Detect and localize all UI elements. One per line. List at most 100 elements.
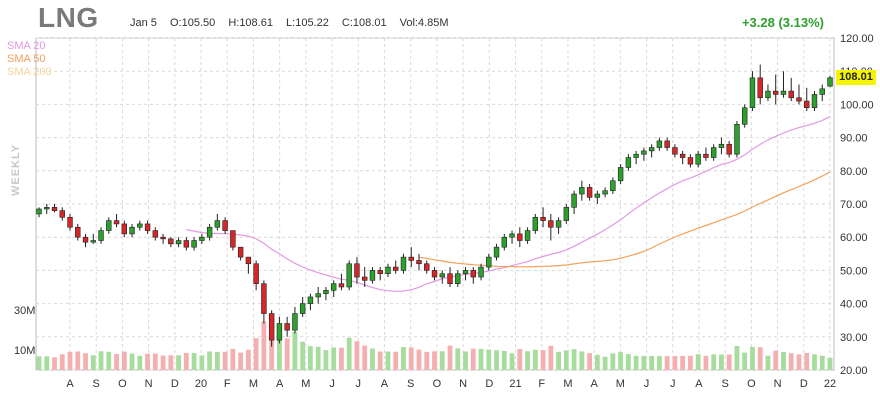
candle-body <box>237 246 244 258</box>
x-tick-label: S <box>407 378 414 390</box>
volume-bar <box>168 355 174 370</box>
candle-body <box>292 313 298 331</box>
candle-body <box>679 153 686 158</box>
volume-bar <box>486 349 492 370</box>
legend-sma50: SMA 50 <box>7 53 46 65</box>
volume-bar <box>36 356 42 370</box>
x-tick-label: O <box>118 378 127 390</box>
volume-bar <box>664 356 670 370</box>
volume-bar <box>594 354 600 370</box>
x-tick-label: D <box>485 378 493 390</box>
volume-bar <box>222 351 228 370</box>
x-tick-label: A <box>276 378 284 390</box>
volume-bar <box>703 355 709 370</box>
x-tick-label: S <box>93 378 100 390</box>
volume-bar <box>633 355 639 370</box>
x-tick-label: 20 <box>195 378 207 390</box>
candle-body <box>222 220 228 231</box>
volume-bar <box>804 352 810 370</box>
sma50-line <box>418 171 831 268</box>
candle-body <box>98 230 104 241</box>
volume-bar <box>214 351 220 370</box>
volume-bar <box>408 347 414 370</box>
candle-body <box>773 90 779 95</box>
volume-bar <box>137 355 143 370</box>
last-price-tag: 108.01 <box>836 70 876 85</box>
candle-body <box>486 256 492 268</box>
volume-bar <box>509 353 515 370</box>
low-value: L:105.22 <box>286 17 329 29</box>
candle-body <box>594 193 601 198</box>
candle-body <box>749 77 756 109</box>
candle-body <box>393 266 399 271</box>
candle-body <box>757 77 763 99</box>
volume-bar <box>385 351 391 370</box>
candle-body <box>718 143 725 148</box>
volume-tick-10m: 10M <box>14 345 36 357</box>
volume-bar <box>308 346 313 370</box>
open-value: O:105.50 <box>169 17 216 29</box>
volume-bar <box>284 338 290 370</box>
candle-body <box>571 193 577 208</box>
candle-body <box>478 266 484 278</box>
x-tick-label: O <box>747 378 756 390</box>
timeframe-label: WEEKLY <box>10 143 22 196</box>
candle-body <box>152 230 159 238</box>
candle-body <box>191 240 197 248</box>
candle-body <box>408 256 414 261</box>
volume-bar <box>261 321 267 370</box>
candle-body <box>354 263 360 278</box>
volume-bar <box>59 354 65 370</box>
candle-body <box>555 220 562 228</box>
x-tick-label: 21 <box>509 378 521 390</box>
candle-body <box>330 283 337 291</box>
volume-bar <box>478 348 484 370</box>
volume-bar <box>377 351 383 370</box>
date-label: Jan 5 <box>130 17 157 29</box>
candle-body <box>610 180 616 192</box>
candle-body <box>765 90 771 99</box>
x-tick-label: S <box>722 378 729 390</box>
volume-bar <box>517 349 523 370</box>
x-tick-label: F <box>538 378 545 390</box>
volume-bar <box>346 337 352 370</box>
x-tick-label: A <box>381 378 389 390</box>
y-tick-label: 120.00 <box>840 33 874 45</box>
candle-body <box>788 90 794 99</box>
volume-bar <box>734 346 740 370</box>
x-tick-label: O <box>433 378 442 390</box>
candle-body <box>284 323 290 331</box>
candle-body <box>579 187 585 195</box>
x-tick-label: 22 <box>824 378 836 390</box>
candle-body <box>369 270 376 281</box>
volume-bar <box>525 351 530 370</box>
volume-bar <box>656 356 662 370</box>
ohlc-readout: Jan 5 O:105.50 H:108.61 L:105.22 C:108.0… <box>130 17 459 29</box>
volume-bar <box>556 351 561 370</box>
volume-bar <box>750 346 755 370</box>
volume-bar <box>176 355 181 370</box>
volume-bars <box>36 318 833 370</box>
volume-bar <box>587 353 593 370</box>
volume-bar <box>292 331 298 370</box>
candle-body <box>509 233 515 238</box>
candle-body <box>268 313 275 341</box>
candle-body <box>796 97 802 102</box>
candle-body <box>710 147 717 158</box>
x-tick-label: M <box>249 378 258 390</box>
x-tick-label: N <box>145 378 153 390</box>
candle-body <box>346 263 352 288</box>
volume-bar <box>114 353 119 370</box>
candle-body <box>90 240 96 243</box>
x-tick-label: J <box>670 378 676 390</box>
candle-body <box>617 167 624 182</box>
volume-bar <box>90 355 96 370</box>
y-tick-label: 90.00 <box>840 133 868 145</box>
legend-sma20: SMA 20 <box>7 40 46 52</box>
candle-body <box>67 216 73 228</box>
volume-bar <box>540 350 546 370</box>
candle-body <box>517 233 523 241</box>
volume-bar <box>83 353 88 370</box>
volume-bar <box>253 338 259 370</box>
